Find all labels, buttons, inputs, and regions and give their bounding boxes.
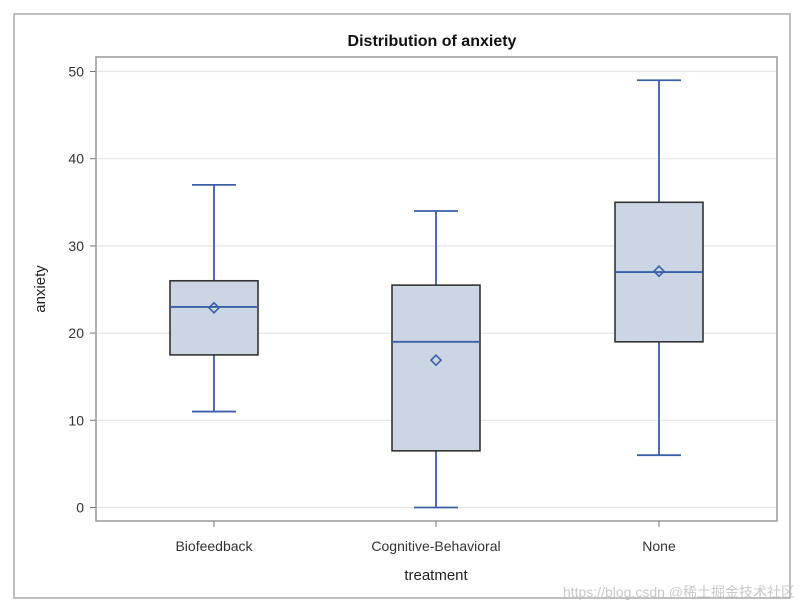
y-tick-label: 20 (68, 325, 84, 341)
y-axis-label: anxiety (32, 265, 49, 313)
iqr-box (391, 284, 481, 452)
y-tick-label: 0 (76, 500, 84, 516)
box-none (614, 79, 704, 457)
x-axis-ticks: Biofeedback Cognitive-Behavioral None (175, 521, 676, 554)
x-axis-label: treatment (404, 567, 468, 584)
y-tick-label: 40 (68, 151, 84, 167)
chart-title: Distribution of anxiety (348, 33, 517, 50)
y-tick-label: 10 (68, 412, 84, 428)
box-biofeedback (169, 183, 259, 413)
y-tick-label: 30 (68, 238, 84, 254)
x-tick-label: Biofeedback (175, 538, 253, 554)
mean-marker (652, 265, 666, 278)
boxes (169, 79, 704, 509)
iqr-box (169, 279, 259, 356)
watermark: https://blog.csdn @稀土掘金技术社区 (563, 584, 795, 600)
mean-marker (429, 354, 443, 367)
y-axis-ticks: 0 10 20 30 40 50 (68, 64, 96, 516)
box-cognitive-behavioral (391, 210, 481, 509)
x-tick-label: Cognitive-Behavioral (371, 538, 500, 554)
y-tick-label: 50 (68, 64, 84, 80)
x-tick-label: None (642, 538, 676, 554)
mean-marker (207, 301, 221, 314)
